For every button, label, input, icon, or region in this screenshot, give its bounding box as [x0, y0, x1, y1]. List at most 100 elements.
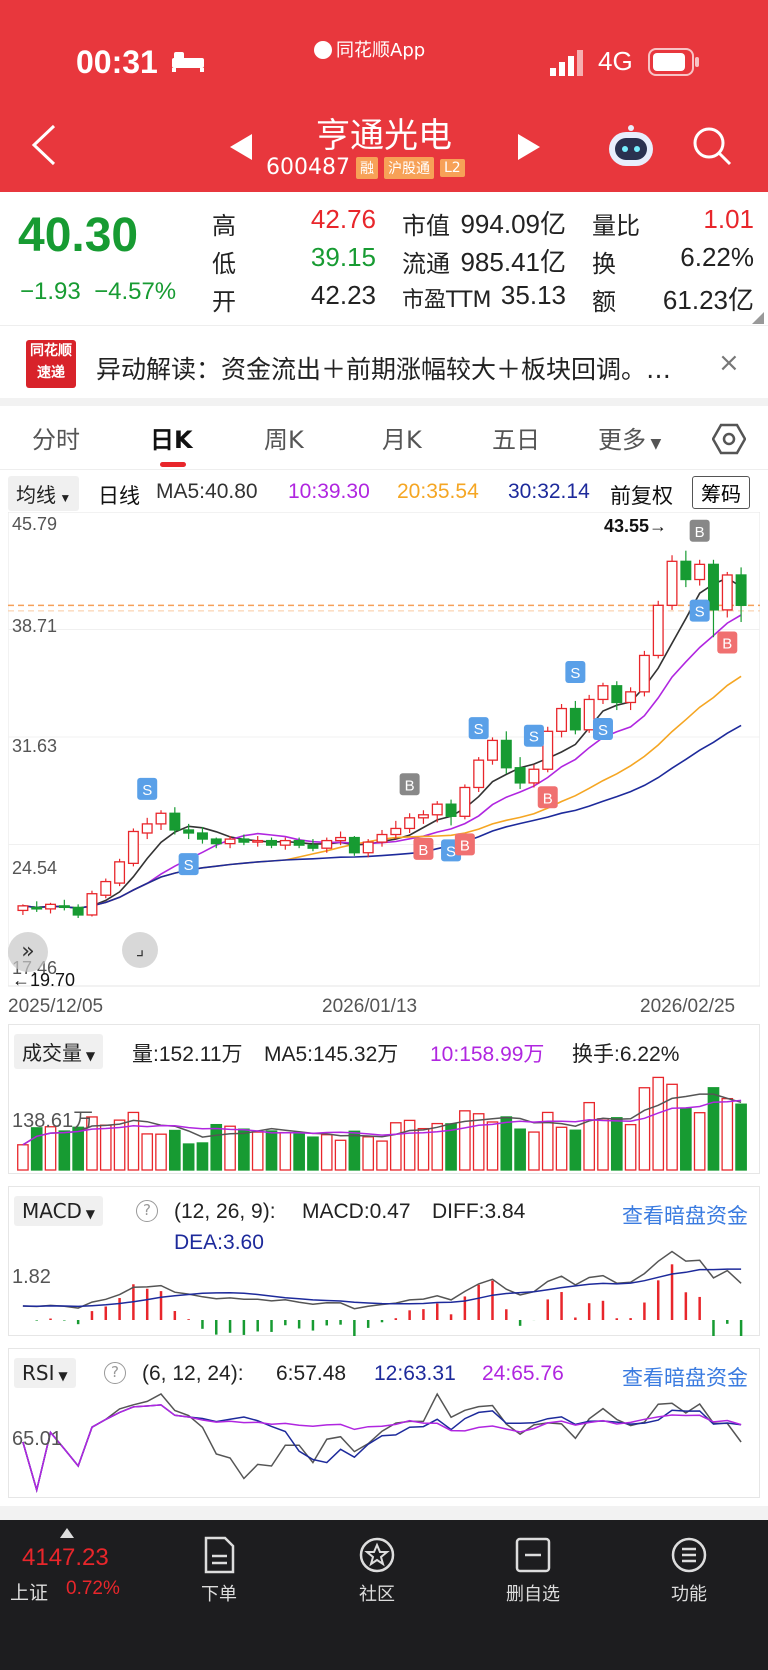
nav-functions[interactable]: 功能 [644, 1536, 734, 1606]
nav-order[interactable]: 下单 [174, 1536, 264, 1606]
price-change: −1.93 −4.57% [20, 278, 176, 306]
fullscreen-icon[interactable]: ⌟ [122, 932, 158, 968]
candle [638, 654, 650, 693]
volume-select[interactable]: 成交量 ▼ [14, 1034, 104, 1069]
index-value[interactable]: 4147.23 [22, 1544, 109, 1571]
marker-label: S [598, 722, 608, 739]
date-mid: 2026/01/13 [322, 996, 418, 1017]
volume-bar [707, 1087, 720, 1171]
candle [307, 844, 319, 849]
candle [721, 574, 733, 611]
change-percent: −4.57% [94, 278, 177, 305]
volume-ma10-line [22, 1099, 742, 1146]
adjust-mode[interactable]: 前复权 [610, 485, 673, 508]
app-label: 同花顺App [336, 40, 426, 61]
tab-five-day[interactable]: 五日 [492, 426, 540, 454]
volume-bar [196, 1142, 209, 1171]
ma10-value: 10:39.30 [288, 480, 370, 503]
tab-daily-k[interactable]: 日K [150, 426, 193, 454]
macd-select[interactable]: MACD ▼ [14, 1196, 103, 1226]
nav-community[interactable]: 社区 [332, 1536, 422, 1606]
network-label: 4G [598, 46, 633, 76]
high-label: 高 [212, 212, 236, 240]
marker-label: B [543, 790, 553, 807]
rsi-12: 12:63.31 [374, 1362, 456, 1385]
app-logo-icon [314, 41, 332, 59]
volume-bar [417, 1127, 430, 1171]
volume-bar [459, 1110, 471, 1171]
open-value: 42.23 [310, 280, 376, 310]
rsi12-line [22, 1404, 742, 1493]
change-value: −1.93 [20, 278, 81, 305]
tab-intraday[interactable]: 分时 [32, 426, 80, 454]
close-icon[interactable]: × [718, 348, 740, 378]
candle [266, 839, 277, 846]
expand-corner-icon[interactable] [752, 312, 764, 324]
tab-more[interactable]: 更多 ▼ [598, 420, 661, 455]
news-alert[interactable]: 同花顺 速递 异动解读：资金流出＋前期涨幅较大＋板块回调。… × [0, 330, 768, 398]
chips-button[interactable]: 筹码 [692, 476, 750, 509]
volume-bar [265, 1130, 278, 1171]
prev-stock-icon[interactable] [230, 134, 252, 160]
price-axis-2: 38.71 [12, 616, 58, 636]
rsi-dark-pool-link[interactable]: 查看暗盘资金 [622, 1362, 748, 1392]
volume-bar [652, 1076, 665, 1171]
volume-bar [334, 1139, 347, 1171]
stock-code-row: 600487 融 沪股通 L2 [266, 155, 465, 180]
buy-marker [537, 786, 558, 809]
price-axis-top: 45.79 [12, 514, 58, 534]
marker-label: B [722, 635, 732, 652]
tag-l2: L2 [439, 158, 465, 177]
volume-bar [638, 1087, 651, 1171]
volume-bar [541, 1111, 554, 1171]
mcap-value: 994.09亿 [460, 209, 566, 239]
marker-label: S [474, 721, 484, 738]
date-start: 2025/12/05 [8, 996, 104, 1017]
macd-panel [8, 1186, 760, 1336]
volume-bar [624, 1123, 637, 1171]
caret-down-icon: ▼ [82, 1049, 96, 1063]
macd-dark-pool-link[interactable]: 查看暗盘资金 [622, 1200, 748, 1230]
expand-chart-icon[interactable]: » [8, 932, 48, 972]
nav-remove-watchlist[interactable]: 删自选 [488, 1536, 578, 1606]
macd-dea-line [22, 1268, 742, 1308]
sell-marker [565, 660, 586, 683]
candle [542, 730, 554, 770]
volume-turnover: 换手:6.22% [572, 1043, 680, 1066]
candle [155, 812, 167, 825]
settings-hex-icon[interactable] [712, 422, 746, 456]
candle [224, 838, 236, 845]
back-icon[interactable] [30, 124, 58, 166]
app-name: 同花顺App [314, 36, 425, 62]
next-stock-icon[interactable] [518, 134, 540, 160]
macd-diff: DIFF:3.84 [432, 1200, 526, 1223]
status-time: 00:31 [76, 44, 158, 80]
candle [31, 906, 43, 910]
low-label: 低 [212, 250, 236, 278]
community-icon [359, 1537, 395, 1573]
tag-margin: 融 [355, 156, 378, 179]
marker-label: S [446, 843, 456, 860]
candle [335, 836, 347, 842]
candle [735, 574, 747, 606]
rsi-select[interactable]: RSI ▼ [14, 1358, 76, 1388]
help-icon[interactable]: ? [104, 1362, 126, 1384]
candle [473, 759, 485, 789]
volume-bar [610, 1117, 623, 1171]
turnover-label: 换 [592, 250, 616, 278]
tab-monthly-k[interactable]: 月K [382, 426, 422, 454]
tab-weekly-k[interactable]: 周K [264, 426, 304, 454]
help-icon[interactable]: ? [136, 1200, 158, 1222]
volume-bar [251, 1131, 264, 1171]
volume-bar [389, 1122, 402, 1171]
price-axis-3: 31.63 [12, 736, 58, 756]
search-icon[interactable] [692, 126, 732, 166]
volume-bar [279, 1131, 292, 1171]
rsi-24: 24:65.76 [482, 1362, 564, 1385]
robot-assistant-icon[interactable] [606, 124, 656, 170]
marker-label: S [570, 665, 580, 682]
macd-value: MACD:0.47 [302, 1200, 411, 1223]
indicator-select[interactable]: 均线 ▼ [8, 476, 80, 511]
divider [0, 398, 768, 406]
